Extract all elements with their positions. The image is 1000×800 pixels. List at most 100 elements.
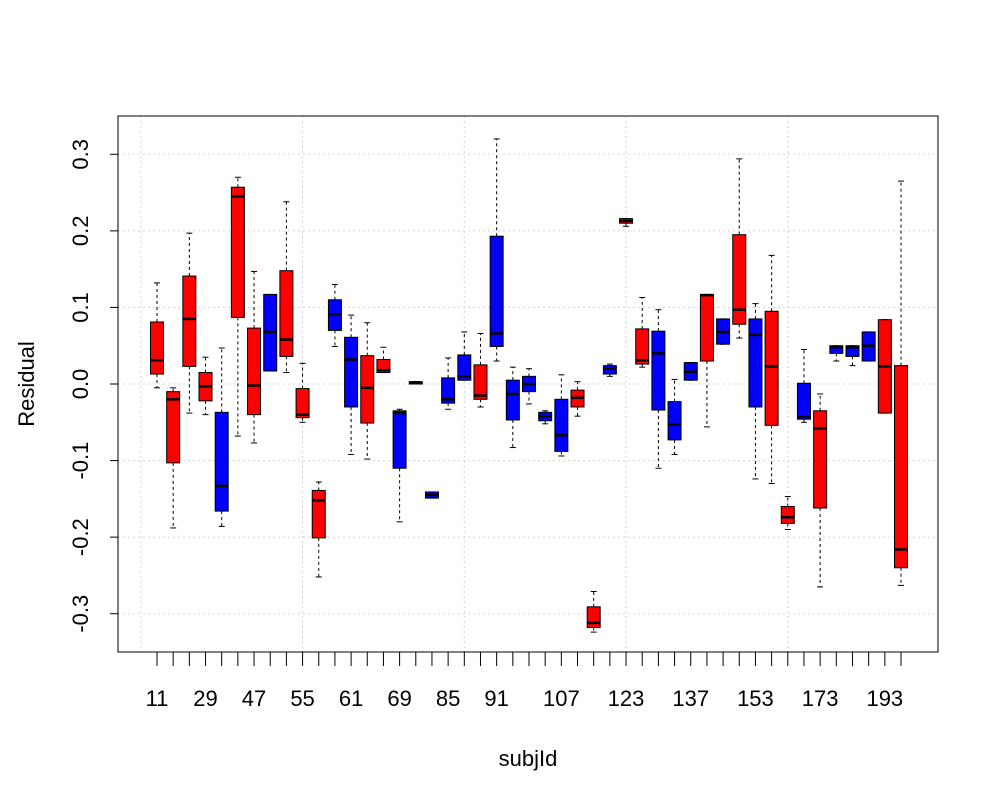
box-body bbox=[813, 410, 828, 509]
box-38 bbox=[748, 303, 763, 480]
y-axis: -0.3 -0.2 -0.1 0.0 0.1 0.2 0.3 bbox=[68, 139, 119, 633]
box-14 bbox=[360, 322, 375, 460]
y-tick-label: 0.3 bbox=[68, 139, 93, 170]
box-body bbox=[295, 388, 310, 419]
box-body bbox=[764, 310, 779, 426]
box-body bbox=[894, 365, 908, 569]
box-37 bbox=[732, 158, 747, 339]
y-tick-label: -0.1 bbox=[68, 442, 93, 480]
x-tick-label: 29 bbox=[193, 686, 217, 711]
box-24 bbox=[522, 368, 536, 405]
box-body bbox=[489, 235, 504, 347]
box-33 bbox=[667, 378, 682, 455]
box-45 bbox=[861, 331, 876, 362]
x-tick-label: 107 bbox=[543, 686, 580, 711]
box-6 bbox=[230, 176, 245, 437]
y-tick-label: 0.1 bbox=[68, 292, 93, 323]
box-body bbox=[392, 410, 407, 469]
y-axis-title: Residual bbox=[14, 341, 39, 427]
box-36 bbox=[716, 318, 731, 345]
box-body bbox=[651, 330, 666, 411]
x-tick-label: 85 bbox=[436, 686, 460, 711]
box-32 bbox=[651, 309, 666, 469]
box-26 bbox=[554, 374, 569, 457]
box-19 bbox=[441, 357, 456, 410]
x-tick-label: 123 bbox=[608, 686, 645, 711]
x-tick-label: 11 bbox=[146, 686, 169, 711]
box-body bbox=[829, 345, 844, 354]
x-tick-label: 69 bbox=[387, 686, 411, 711]
box-body bbox=[732, 234, 747, 325]
x-tick-label: 47 bbox=[242, 686, 266, 711]
box-body bbox=[780, 506, 795, 524]
y-tick-label: -0.2 bbox=[68, 518, 93, 556]
box-15 bbox=[376, 346, 391, 374]
box-47 bbox=[894, 180, 908, 586]
box-body bbox=[311, 489, 326, 539]
box-22 bbox=[489, 138, 504, 362]
x-tick-label: 173 bbox=[802, 686, 839, 711]
box-39 bbox=[764, 254, 779, 485]
box-21 bbox=[473, 332, 488, 408]
x-tick-label: 91 bbox=[484, 686, 508, 711]
box-body bbox=[230, 186, 245, 318]
box-17 bbox=[408, 381, 423, 385]
box-body bbox=[586, 606, 601, 628]
box-13 bbox=[344, 314, 359, 455]
x-axis: 11 29 47 55 61 69 85 91 107 123 137 153 173 193 bbox=[146, 651, 903, 711]
x-axis-title: subjId bbox=[499, 746, 558, 771]
box-body bbox=[247, 327, 262, 416]
box-4 bbox=[198, 356, 213, 416]
box-43 bbox=[829, 345, 844, 362]
box-body bbox=[182, 275, 197, 367]
box-body bbox=[360, 355, 375, 424]
box-body bbox=[279, 270, 294, 357]
box-8 bbox=[263, 293, 278, 372]
box-body bbox=[554, 398, 569, 452]
y-tick-label: -0.3 bbox=[68, 595, 93, 633]
box-body bbox=[457, 354, 472, 381]
box-34 bbox=[683, 362, 698, 381]
box-body bbox=[796, 382, 811, 420]
box-31 bbox=[635, 296, 650, 368]
box-1 bbox=[150, 282, 164, 389]
box-25 bbox=[538, 410, 553, 425]
box-body bbox=[150, 321, 164, 375]
box-40 bbox=[780, 496, 795, 530]
box-9 bbox=[279, 201, 294, 374]
box-body bbox=[441, 377, 456, 404]
box-body bbox=[505, 379, 520, 421]
box-46 bbox=[877, 319, 892, 414]
box-23 bbox=[505, 366, 520, 449]
box-body bbox=[667, 401, 682, 441]
box-16 bbox=[392, 408, 407, 523]
box-30 bbox=[619, 218, 634, 227]
box-7 bbox=[247, 270, 262, 444]
box-10 bbox=[295, 362, 310, 423]
box-20 bbox=[457, 331, 472, 381]
x-tick-label: 137 bbox=[672, 686, 709, 711]
box-body bbox=[635, 328, 650, 365]
box-5 bbox=[214, 347, 229, 527]
x-tick-label: 193 bbox=[866, 686, 903, 711]
box-body bbox=[748, 318, 763, 408]
box-body bbox=[473, 364, 488, 400]
y-tick-label: 0.2 bbox=[68, 216, 93, 247]
box-11 bbox=[311, 481, 326, 578]
box-29 bbox=[602, 363, 617, 377]
box-body bbox=[845, 345, 860, 357]
x-tick-label: 61 bbox=[339, 686, 363, 711]
x-tick-label: 153 bbox=[737, 686, 774, 711]
box-2 bbox=[166, 387, 181, 529]
box-18 bbox=[424, 491, 439, 499]
box-3 bbox=[182, 232, 197, 414]
box-body bbox=[214, 411, 229, 512]
box-42 bbox=[813, 393, 828, 588]
box-41 bbox=[796, 349, 811, 423]
box-body bbox=[699, 293, 714, 362]
box-27 bbox=[570, 381, 585, 417]
box-12 bbox=[327, 283, 342, 347]
box-44 bbox=[845, 345, 860, 367]
box-series bbox=[150, 138, 908, 633]
